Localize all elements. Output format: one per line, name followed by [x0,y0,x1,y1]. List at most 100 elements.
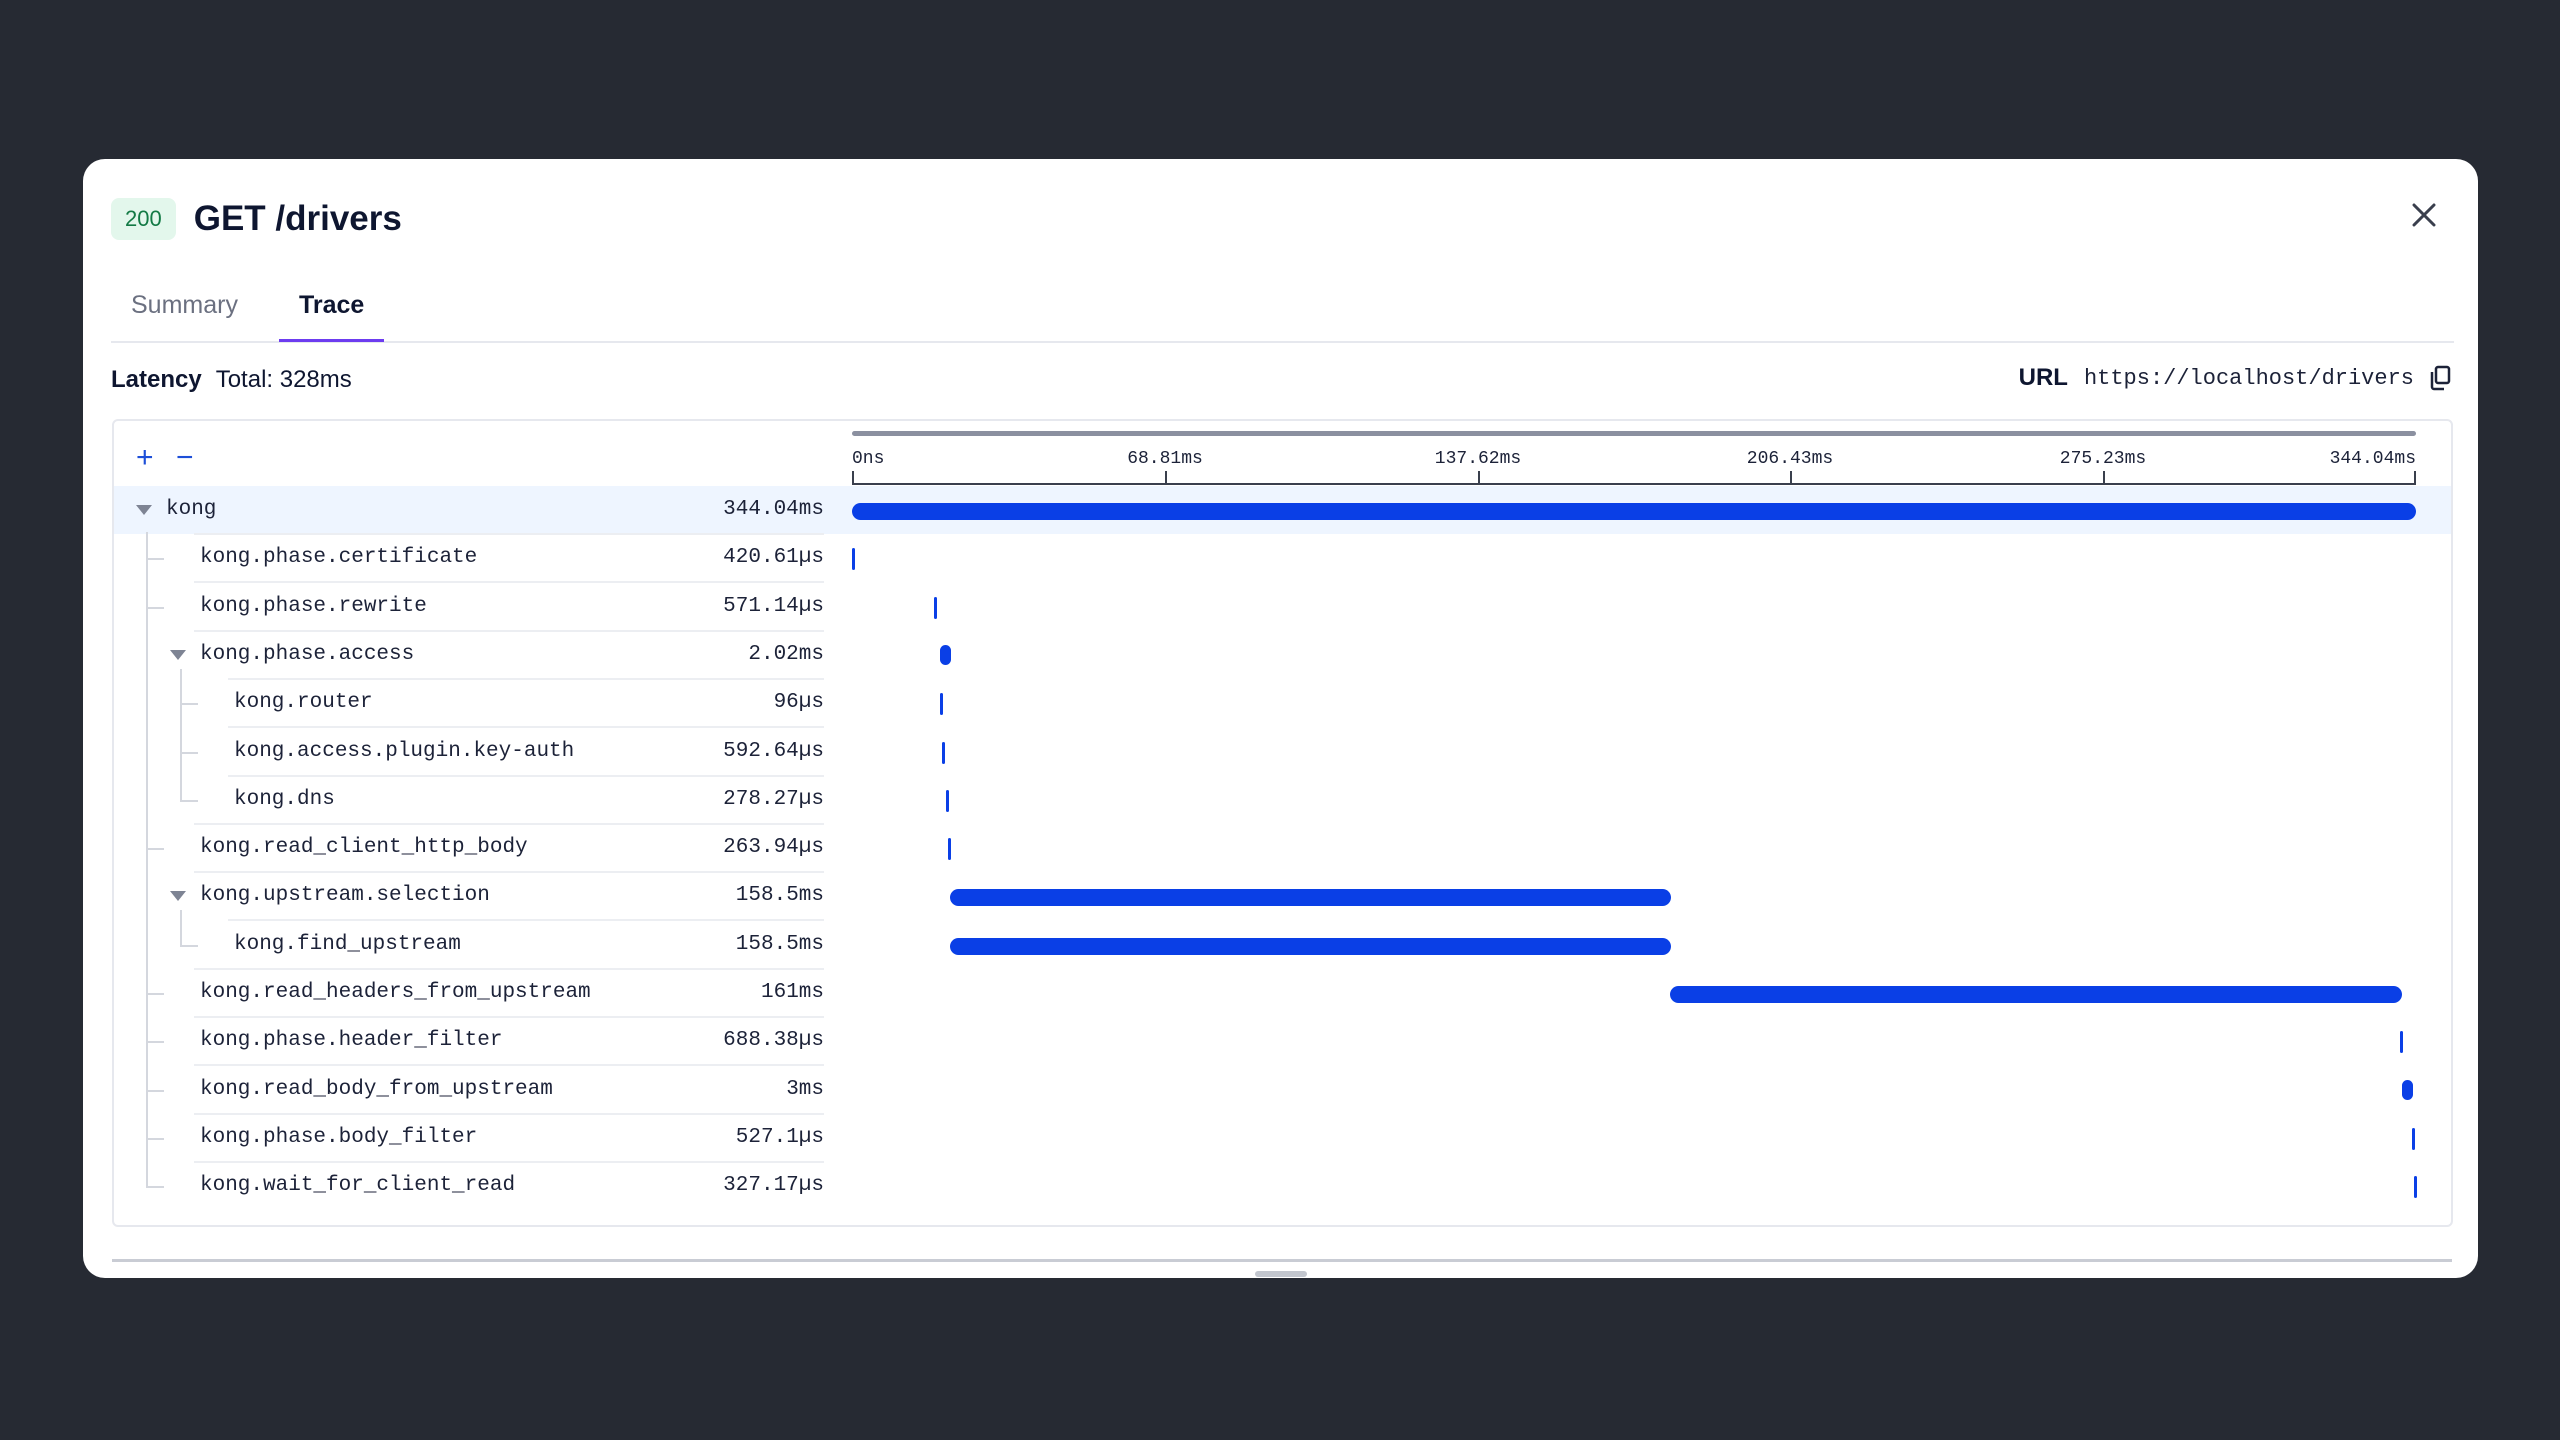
span-name: kong.upstream.selection [200,884,490,907]
axis-tick-label: 0ns [852,449,885,469]
span-row[interactable]: kong.access.plugin.key-auth 592.64µs [114,728,2451,777]
row-separator [194,1016,824,1018]
span-row[interactable]: kong.phase.header_filter 688.38µs [114,1017,2451,1066]
span-row[interactable]: kong.upstream.selection 158.5ms [114,872,2451,921]
resize-handle[interactable] [1255,1271,1307,1277]
span-name: kong.phase.access [200,643,415,666]
span-bar[interactable] [934,597,937,619]
span-bar[interactable] [852,503,2416,520]
span-name: kong.phase.rewrite [200,595,427,618]
span-name: kong.read_body_from_upstream [200,1078,553,1101]
row-separator [194,823,824,825]
span-bar[interactable] [946,790,949,812]
row-separator [194,1161,824,1163]
trace-modal: 200 GET /drivers Summary Trace Latency To… [83,159,2478,1278]
span-name: kong.find_upstream [234,933,461,956]
span-row[interactable]: kong.dns 278.27µs [114,776,2451,825]
zoom-in-button[interactable]: + [136,441,154,474]
span-row[interactable]: kong.phase.certificate 420.61µs [114,534,2451,583]
url-info: URL https://localhost/drivers [2019,364,2452,392]
row-separator [194,871,824,873]
span-duration: 344.04ms [723,498,824,521]
zoom-out-button[interactable]: − [176,441,194,474]
span-bar[interactable] [950,889,1671,906]
span-name: kong.phase.header_filter [200,1029,503,1052]
tab-bar: Summary Trace [111,259,2454,343]
tree-guide-line [180,945,198,947]
tree-guide-line [146,1041,164,1043]
tree-guide-line [146,532,148,1186]
span-row[interactable]: kong 344.04ms [114,486,2451,535]
span-bar[interactable] [2402,1080,2413,1100]
axis-tick [852,471,854,485]
tab-summary[interactable]: Summary [131,291,238,319]
trace-panel: + − 0ns 68.81ms 137.62ms 206.43ms 275.23ms 34… [112,419,2453,1227]
url-label: URL [2018,364,2068,391]
latency-total: Total: 328ms [215,366,352,393]
span-name: kong.wait_for_client_read [200,1174,516,1197]
span-row[interactable]: kong.wait_for_client_read 327.17µs [114,1162,2451,1210]
close-button[interactable] [2400,191,2448,239]
span-duration: 278.27µs [723,788,824,811]
row-separator [228,726,824,728]
span-bar[interactable] [942,742,945,764]
tree-guide-line [146,558,164,560]
row-separator [228,678,824,680]
span-duration: 327.17µs [723,1174,824,1197]
span-duration: 263.94µs [723,836,824,859]
tab-trace[interactable]: Trace [279,259,385,342]
span-duration: 96µs [773,691,824,714]
tree-guide-line [180,800,198,802]
span-bar[interactable] [2400,1031,2403,1053]
row-separator [194,533,824,535]
span-row[interactable]: kong.read_client_http_body 263.94µs [114,824,2451,873]
timeline-axis: 0ns 68.81ms 137.62ms 206.43ms 275.23ms 344.04… [852,431,2416,491]
span-bar[interactable] [852,548,855,570]
span-row[interactable]: kong.read_headers_from_upstream 161ms [114,969,2451,1018]
span-row[interactable]: kong.phase.access 2.02ms [114,631,2451,680]
span-bar[interactable] [940,693,943,715]
tree-guide-line [146,1138,164,1140]
span-name: kong.access.plugin.key-auth [234,740,575,763]
tree-guide-line [146,1090,164,1092]
span-bar[interactable] [2412,1128,2415,1150]
span-duration: 2.02ms [748,643,824,666]
span-duration: 3ms [786,1078,824,1101]
span-bar[interactable] [948,838,951,860]
collapse-caret-icon[interactable] [170,650,186,660]
axis-tick [1478,471,1480,485]
row-separator [194,968,824,970]
axis-tick-label: 344.04ms [2329,449,2416,469]
collapse-caret-icon[interactable] [170,891,186,901]
span-duration: 571.14µs [723,595,824,618]
tree-guide-line [180,752,198,754]
span-row[interactable]: kong.read_body_from_upstream 3ms [114,1066,2451,1115]
row-separator [228,919,824,921]
span-duration: 592.64µs [723,740,824,763]
row-separator [194,1064,824,1066]
span-bar[interactable] [2414,1176,2417,1198]
span-name: kong.phase.body_filter [200,1126,478,1149]
copy-button[interactable] [2428,365,2452,391]
span-row[interactable]: kong.phase.body_filter 527.1µs [114,1114,2451,1163]
tree-guide-line [146,1186,164,1188]
row-separator [194,630,824,632]
axis-tick-label: 68.81ms [1127,449,1203,469]
axis-tick [1165,471,1167,485]
span-row[interactable]: kong.find_upstream 158.5ms [114,921,2451,970]
timeline-scrubber[interactable] [852,431,2416,436]
latency-info: Latency Total: 328ms [111,366,352,394]
tree-guide-line [180,669,182,800]
span-row[interactable]: kong.router 96µs [114,679,2451,728]
tree-guide-line [146,993,164,995]
span-name: kong.read_headers_from_upstream [200,981,591,1004]
row-separator [228,775,824,777]
span-bar[interactable] [950,938,1671,955]
axis-tick [2103,471,2105,485]
span-row[interactable]: kong.phase.rewrite 571.14µs [114,583,2451,632]
row-separator [194,1113,824,1115]
span-bar[interactable] [940,645,951,665]
collapse-caret-icon[interactable] [136,505,152,515]
span-bar[interactable] [1670,986,2402,1003]
row-separator [194,581,824,583]
